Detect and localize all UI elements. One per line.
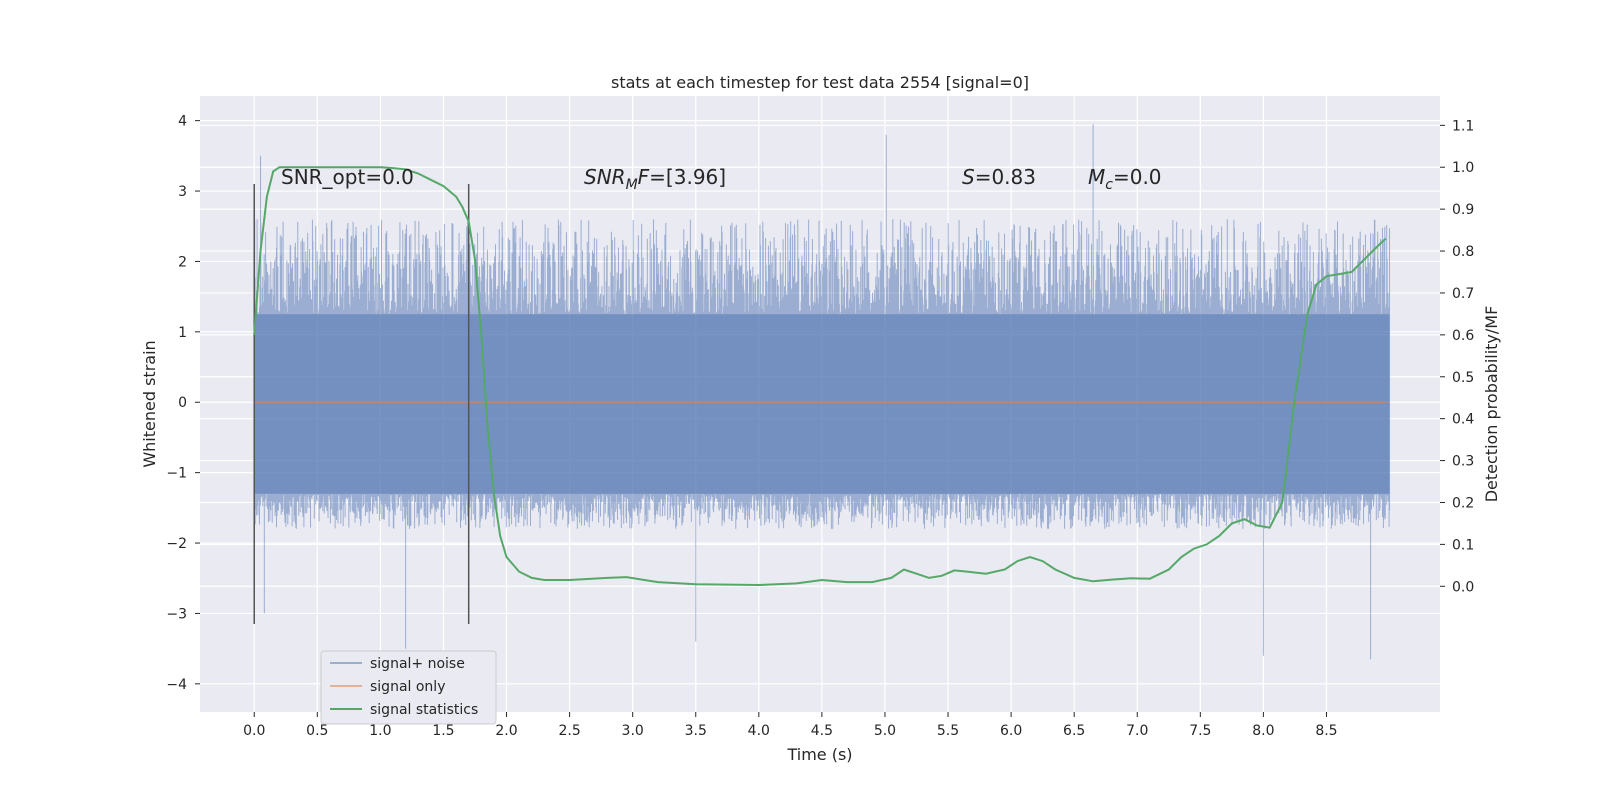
vertical-markers bbox=[253, 184, 470, 624]
chart-title: stats at each timestep for test data 255… bbox=[611, 73, 1029, 92]
y-right-tick-label: 1.0 bbox=[1452, 160, 1474, 176]
y-right-tick-label: 0.7 bbox=[1452, 286, 1474, 302]
annotation-snr-opt: SNR_opt=0.0 bbox=[281, 165, 414, 189]
x-tick-label: 7.0 bbox=[1126, 723, 1148, 739]
y-right-axis-label: Detection probability/MF bbox=[1482, 306, 1501, 503]
y-tick-label: 2 bbox=[178, 254, 187, 270]
y-right-tick-label: 1.1 bbox=[1452, 118, 1474, 134]
y-tick-label: −3 bbox=[166, 606, 187, 622]
x-tick-label: 5.5 bbox=[937, 723, 959, 739]
y-right-tick-label: 0.1 bbox=[1452, 537, 1474, 553]
y-tick-label: 4 bbox=[178, 114, 187, 130]
signal-statistics-series bbox=[253, 166, 1387, 587]
y-right-tick-label: 0.5 bbox=[1452, 370, 1474, 386]
legend-label-signal-only: signal only bbox=[370, 679, 445, 695]
x-tick-label: 3.0 bbox=[622, 723, 644, 739]
x-tick-label: 2.5 bbox=[558, 723, 580, 739]
y-tick-label: −2 bbox=[166, 536, 187, 552]
y-axis-ticks: 4 3 2 1 0 −1 −2 −3 −4 bbox=[166, 114, 200, 693]
x-axis-ticks: 0.0 0.5 1.0 1.5 2.0 2.5 3.0 3.5 4.0 4.5 5.0 5.5 6.0 6… bbox=[243, 712, 1338, 739]
x-axis-label: Time (s) bbox=[786, 745, 852, 764]
x-tick-label: 8.5 bbox=[1315, 723, 1337, 739]
y-right-tick-label: 0.2 bbox=[1452, 495, 1474, 511]
legend-label-signal-noise: signal+ noise bbox=[370, 656, 465, 672]
x-tick-label: 1.5 bbox=[432, 723, 454, 739]
x-tick-label: 6.0 bbox=[1000, 723, 1022, 739]
x-tick-label: 4.5 bbox=[811, 723, 833, 739]
y-tick-label: 0 bbox=[178, 395, 187, 411]
x-tick-label: 6.5 bbox=[1063, 723, 1085, 739]
y-right-tick-label: 0.3 bbox=[1452, 454, 1474, 470]
legend-box bbox=[320, 650, 497, 725]
x-tick-label: 0.5 bbox=[306, 723, 328, 739]
y-right-tick-label: 0.4 bbox=[1452, 412, 1474, 428]
y-tick-label: −1 bbox=[166, 466, 187, 482]
x-tick-label: 8.0 bbox=[1252, 723, 1274, 739]
annotation-mc: Mc=0.0 bbox=[1088, 165, 1162, 193]
y-right-axis-ticks: 1.1 1.0 0.9 0.8 0.7 0.6 0.5 0.4 0.3 0.2 0.1 0.0 bbox=[1440, 118, 1474, 595]
signal-noise-series bbox=[253, 124, 1391, 660]
y-tick-label: −4 bbox=[166, 677, 187, 693]
y-right-tick-label: 0.8 bbox=[1452, 244, 1474, 260]
x-tick-label: 3.5 bbox=[685, 723, 707, 739]
x-tick-label: 0.0 bbox=[243, 723, 265, 739]
annotation-s: S=0.83 bbox=[962, 165, 1036, 189]
x-tick-label: 4.0 bbox=[748, 723, 770, 739]
y-tick-label: 1 bbox=[178, 325, 187, 341]
x-tick-label: 2.0 bbox=[495, 723, 517, 739]
y-right-tick-label: 0.0 bbox=[1452, 579, 1474, 595]
x-tick-label: 5.0 bbox=[874, 723, 896, 739]
y-right-tick-label: 0.9 bbox=[1452, 202, 1474, 218]
x-tick-label: 7.5 bbox=[1189, 723, 1211, 739]
signal-statistics-line bbox=[253, 166, 1387, 587]
legend: signal+ noise signal only signal statist… bbox=[320, 650, 497, 725]
legend-label-signal-statistics: signal statistics bbox=[370, 702, 478, 718]
y-tick-label: 3 bbox=[178, 184, 187, 200]
y-right-tick-label: 0.6 bbox=[1452, 328, 1474, 344]
y-axis-label: Whitened strain bbox=[140, 340, 159, 467]
x-tick-label: 1.0 bbox=[369, 723, 391, 739]
annotation-snr-mf: SNRMF=[3.96] bbox=[584, 165, 726, 193]
